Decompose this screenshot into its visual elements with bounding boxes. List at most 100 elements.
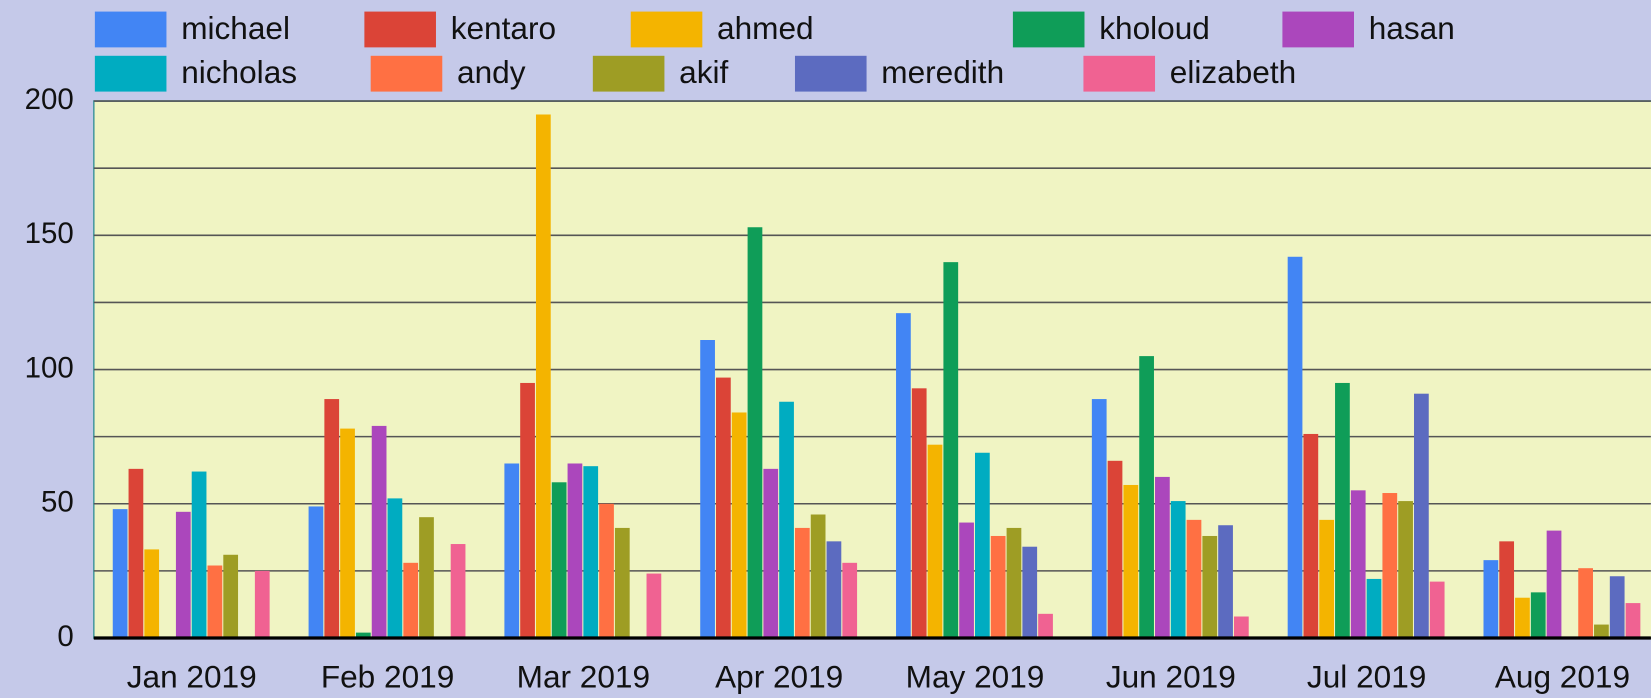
bar xyxy=(779,401,794,638)
legend-label: elizabeth xyxy=(1170,54,1296,90)
bar xyxy=(716,377,731,638)
bar xyxy=(1170,501,1186,638)
bar xyxy=(1530,592,1546,638)
y-tick-label: 100 xyxy=(25,351,74,384)
bar xyxy=(1091,399,1107,638)
bar xyxy=(1022,546,1038,638)
bar xyxy=(911,388,927,638)
bar xyxy=(959,522,974,638)
bar xyxy=(1515,597,1530,638)
bar xyxy=(974,452,990,638)
x-tick-label: May 2019 xyxy=(906,658,1045,694)
bar xyxy=(826,541,842,638)
bar xyxy=(896,313,911,638)
bar xyxy=(450,544,466,638)
bar xyxy=(1139,356,1154,638)
x-tick-label: Feb 2019 xyxy=(321,658,454,694)
bar xyxy=(520,382,535,638)
bar xyxy=(535,114,551,638)
legend-swatch xyxy=(1012,11,1085,48)
bar xyxy=(1546,530,1562,638)
x-tick-label: Aug 2019 xyxy=(1495,658,1630,694)
y-tick-label: 200 xyxy=(25,83,74,116)
legend-label: akif xyxy=(679,54,728,90)
bar xyxy=(1155,476,1170,638)
bar xyxy=(1186,519,1202,638)
legend-swatch xyxy=(592,55,665,92)
bar xyxy=(1107,460,1123,638)
bar xyxy=(1499,541,1515,638)
bar xyxy=(614,527,630,638)
bar xyxy=(1594,624,1609,638)
bar xyxy=(387,498,403,638)
bar xyxy=(1366,578,1382,638)
bar xyxy=(1218,525,1233,638)
bar xyxy=(175,511,191,638)
bar xyxy=(191,471,207,638)
bar xyxy=(1319,519,1334,638)
bar xyxy=(144,549,160,638)
legend-label: kentaro xyxy=(451,10,556,46)
bar xyxy=(763,468,779,638)
bar xyxy=(700,339,715,638)
legend-label: ahmed xyxy=(717,10,814,46)
bar xyxy=(1006,527,1022,638)
bar xyxy=(223,554,239,638)
x-tick-label: Mar 2019 xyxy=(517,658,650,694)
bar xyxy=(599,503,614,638)
bar xyxy=(810,514,826,638)
bar xyxy=(1335,382,1350,638)
bar xyxy=(371,425,387,638)
bar xyxy=(943,262,959,638)
bar xyxy=(1123,484,1139,638)
bar xyxy=(1382,493,1398,638)
legend-swatch xyxy=(370,55,443,92)
bar xyxy=(324,399,340,638)
bar xyxy=(1414,393,1429,638)
legend-swatch xyxy=(94,11,167,48)
x-tick-label: Jun 2019 xyxy=(1106,658,1236,694)
bar xyxy=(1483,560,1499,638)
bar xyxy=(128,468,144,638)
bar xyxy=(504,463,520,638)
bar xyxy=(1625,603,1641,638)
bar xyxy=(794,527,810,638)
bar xyxy=(927,444,943,638)
bar xyxy=(254,570,270,638)
bar xyxy=(1287,256,1303,638)
y-tick-label: 0 xyxy=(57,620,73,653)
bar xyxy=(1038,613,1053,638)
bar xyxy=(403,562,419,638)
legend-label: meredith xyxy=(881,54,1004,90)
bar xyxy=(1429,581,1445,638)
bar xyxy=(731,412,747,638)
bar xyxy=(551,482,567,638)
y-tick-label: 50 xyxy=(41,486,74,519)
bar xyxy=(990,535,1006,638)
legend-swatch xyxy=(630,11,703,48)
legend-label: kholoud xyxy=(1099,10,1210,46)
bar xyxy=(1398,501,1413,638)
legend-label: andy xyxy=(457,54,526,90)
bar xyxy=(308,506,324,638)
bar xyxy=(355,632,371,638)
bar xyxy=(1233,616,1249,638)
bar xyxy=(583,466,599,638)
bar xyxy=(567,463,583,638)
legend-label: hasan xyxy=(1369,10,1455,46)
bar xyxy=(646,573,662,638)
bar xyxy=(1303,433,1319,638)
x-tick-label: Jul 2019 xyxy=(1307,658,1426,694)
legend-swatch xyxy=(94,55,167,92)
bar xyxy=(207,565,223,638)
legend-swatch xyxy=(1282,11,1355,48)
bar xyxy=(1609,576,1625,638)
bar xyxy=(419,517,434,638)
x-tick-label: Apr 2019 xyxy=(715,658,843,694)
bar xyxy=(1578,568,1593,638)
legend-label: michael xyxy=(181,10,290,46)
bar xyxy=(340,428,355,638)
y-tick-label: 150 xyxy=(25,217,74,250)
legend-swatch xyxy=(364,11,436,48)
